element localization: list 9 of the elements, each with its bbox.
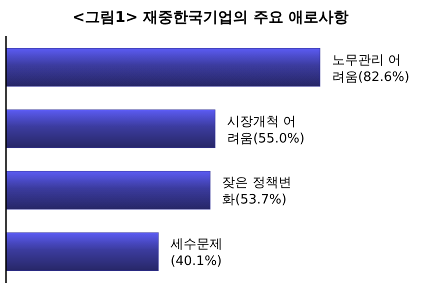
bar <box>6 170 210 210</box>
data-label: 세수문제 (40.1%) <box>170 237 222 270</box>
data-label: 잦은 정책변 화(53.7%) <box>222 176 292 208</box>
chart-title: <그림1> 재중한국기업의 주요 애로사항 <box>72 8 349 26</box>
bar <box>6 109 216 148</box>
data-label: 시장개척 어 려움(55.0%) <box>227 114 305 146</box>
data-label: 노무관리 어 려움(82.6%) <box>332 52 410 85</box>
bar <box>6 48 320 87</box>
bar <box>6 232 159 271</box>
